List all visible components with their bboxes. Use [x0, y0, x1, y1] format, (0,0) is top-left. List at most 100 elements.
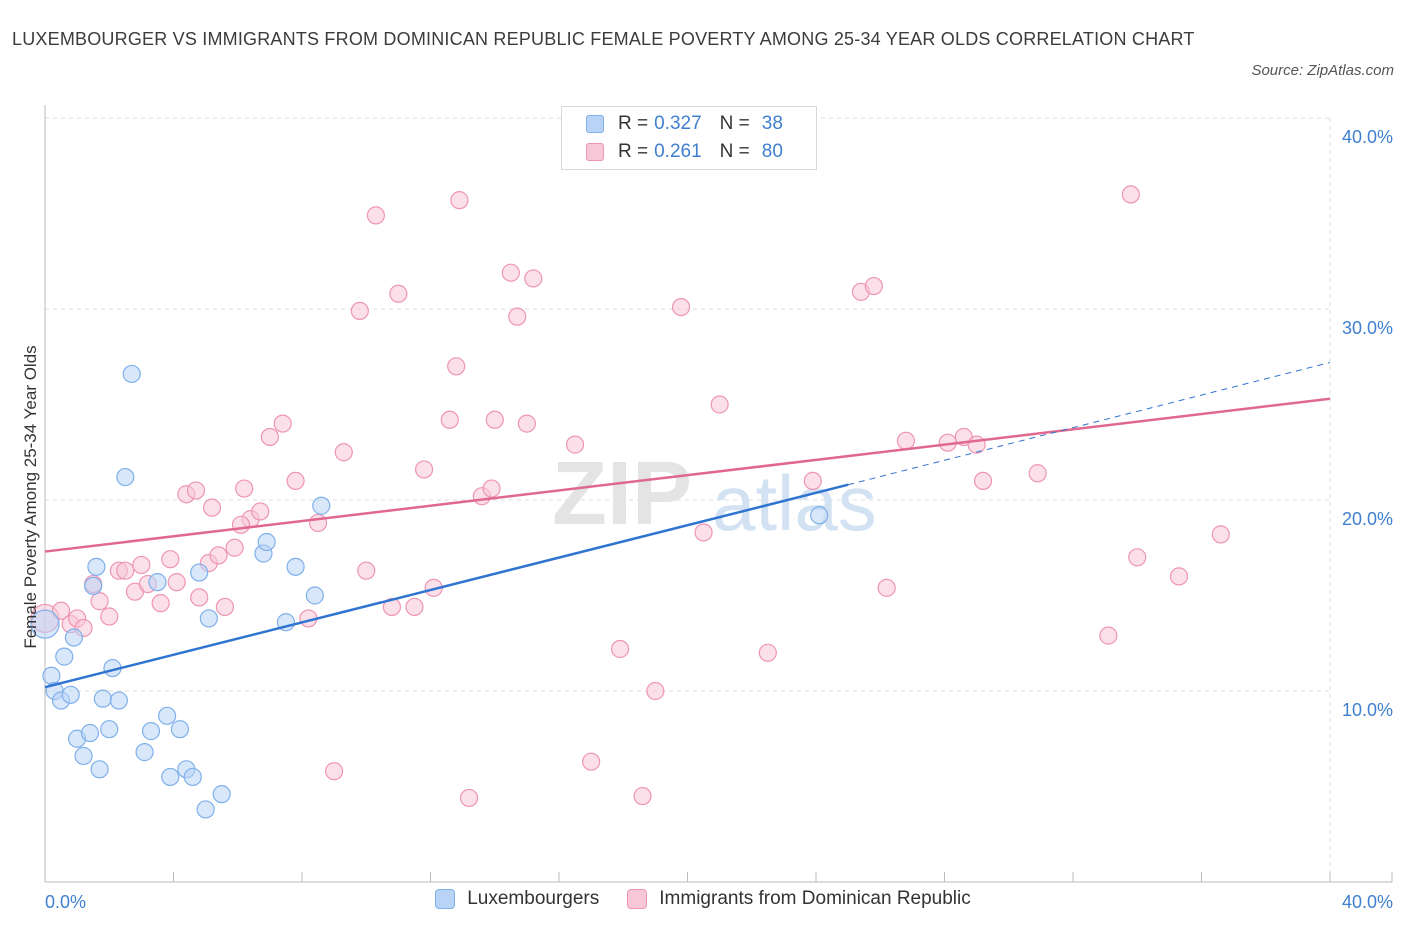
blue-point	[170, 720, 190, 739]
blue-point	[55, 647, 74, 666]
blue-point	[199, 609, 218, 628]
tick-labels: 10.0% 20.0% 30.0% 40.0% 0.0% 40.0%	[45, 127, 1393, 912]
blue-point	[183, 767, 202, 787]
legend: R = 0.327 N = 38 R = 0.261 N = 80	[561, 106, 817, 170]
pink-point	[357, 561, 376, 580]
pink-point	[508, 307, 527, 326]
pink-point	[694, 523, 713, 542]
pink-point	[671, 297, 691, 317]
bottom-legend: Luxembourgers Immigrants from Dominican …	[0, 888, 1406, 910]
pink-point	[1121, 185, 1140, 204]
pink-point	[646, 681, 665, 701]
pink-point	[1099, 626, 1118, 645]
pink-point	[251, 502, 270, 521]
pink-point	[967, 435, 986, 454]
blue-trend-line	[44, 483, 849, 689]
pink-point	[215, 597, 234, 617]
legend-row-luxembourgers: R = 0.327 N = 38	[586, 110, 783, 138]
blue-point	[30, 609, 60, 639]
pink-point	[459, 788, 479, 808]
bottom-legend-luxembourgers: Luxembourgers	[435, 888, 599, 910]
blue-point	[148, 573, 167, 592]
blue-point	[286, 557, 305, 576]
pink-point	[260, 427, 279, 447]
blue-point	[93, 689, 112, 708]
pink-point	[973, 471, 993, 490]
pink-point	[501, 263, 520, 282]
legend-n-label: N =	[719, 141, 750, 162]
source-label: Source: ZipAtlas.com	[1251, 62, 1394, 79]
blue-point	[87, 557, 106, 576]
legend-n-value-pink: 80	[761, 141, 783, 162]
pink-point	[273, 414, 292, 433]
pink-point	[186, 481, 206, 500]
pink-point	[231, 515, 251, 534]
bottom-legend-swatch-blue	[435, 889, 456, 909]
legend-swatch-blue	[586, 115, 604, 133]
x-tick-label-min: 0.0%	[45, 892, 86, 912]
blue-point	[305, 586, 324, 605]
pink-point	[151, 594, 170, 613]
pink-point	[803, 471, 822, 490]
bottom-legend-swatch-pink	[627, 889, 648, 909]
watermark-zip: ZIP	[552, 444, 692, 544]
pink-trend-line	[44, 397, 1331, 553]
pink-point	[325, 762, 344, 781]
blue-point	[109, 691, 128, 710]
pink-point	[565, 435, 585, 454]
legend-r-value-pink: 0.261	[654, 141, 702, 162]
pink-point	[485, 410, 504, 429]
legend-r-label: R =	[618, 141, 649, 162]
pink-point	[1028, 464, 1047, 483]
pink-point	[710, 395, 729, 414]
pink-point	[447, 357, 466, 376]
watermark-atlas: atlas	[712, 459, 877, 547]
y-tick-label-20: 20.0%	[1342, 509, 1393, 529]
blue-point	[84, 576, 103, 596]
blue-point	[80, 723, 100, 743]
pink-point	[202, 498, 222, 517]
blue-trend-extension	[848, 361, 1331, 486]
pink-point	[758, 643, 777, 662]
y-tick-label-30: 30.0%	[1342, 318, 1393, 338]
blue-point	[196, 800, 215, 819]
y-tick-label-40: 40.0%	[1342, 127, 1393, 147]
legend-row-dominican: R = 0.261 N = 80	[586, 138, 783, 166]
blue-point	[141, 722, 161, 741]
pink-point	[414, 460, 434, 479]
pink-point	[225, 538, 244, 557]
legend-swatch-pink	[586, 143, 604, 161]
pink-point	[90, 592, 109, 611]
legend-n-value-blue: 38	[761, 113, 783, 134]
blue-point	[161, 767, 180, 787]
blue-point	[190, 563, 209, 582]
pink-point	[524, 269, 543, 288]
pink-point	[389, 284, 408, 303]
pink-point	[482, 479, 501, 498]
pink-point	[161, 550, 180, 569]
pink-point	[1169, 567, 1189, 586]
blue-point	[100, 720, 119, 739]
pink-point	[167, 573, 186, 592]
blue-point	[61, 685, 80, 704]
blue-point	[157, 706, 177, 725]
pink-point	[896, 431, 916, 450]
blue-point	[135, 743, 154, 762]
pink-point	[405, 597, 424, 617]
pink-point	[517, 414, 536, 433]
blue-point	[212, 785, 231, 804]
trend-lines	[44, 361, 1331, 689]
blue-point	[90, 760, 109, 779]
pink-point	[450, 191, 469, 210]
blue-point	[64, 628, 84, 647]
pink-point	[116, 561, 135, 580]
pink-point	[366, 206, 385, 225]
pink-point	[209, 546, 228, 565]
blue-point	[810, 506, 829, 525]
blue-point	[312, 496, 331, 515]
blue-point	[122, 364, 141, 384]
legend-r-value-blue: 0.327	[654, 113, 702, 134]
pink-point	[1128, 548, 1147, 567]
axes	[44, 105, 1393, 883]
